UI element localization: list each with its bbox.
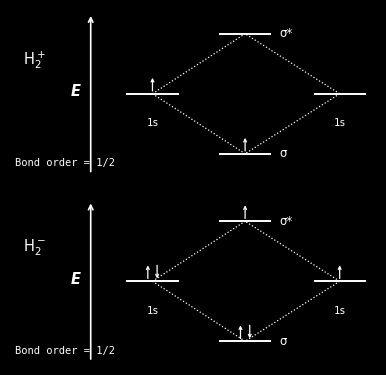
Text: E: E — [71, 84, 81, 99]
Text: Bond order = 1/2: Bond order = 1/2 — [15, 346, 115, 355]
Text: σ*: σ* — [280, 215, 293, 228]
Text: 1s: 1s — [334, 118, 346, 128]
Text: E: E — [71, 272, 81, 287]
Text: σ: σ — [280, 335, 287, 348]
Text: σ: σ — [280, 147, 287, 160]
Text: H$_2^-$: H$_2^-$ — [23, 237, 46, 258]
Text: 1s: 1s — [334, 306, 346, 316]
Text: H$_2^+$: H$_2^+$ — [23, 49, 46, 71]
Text: Bond order = 1/2: Bond order = 1/2 — [15, 158, 115, 168]
Text: 1s: 1s — [146, 306, 159, 316]
Text: 1s: 1s — [146, 118, 159, 128]
Text: σ*: σ* — [280, 27, 293, 40]
